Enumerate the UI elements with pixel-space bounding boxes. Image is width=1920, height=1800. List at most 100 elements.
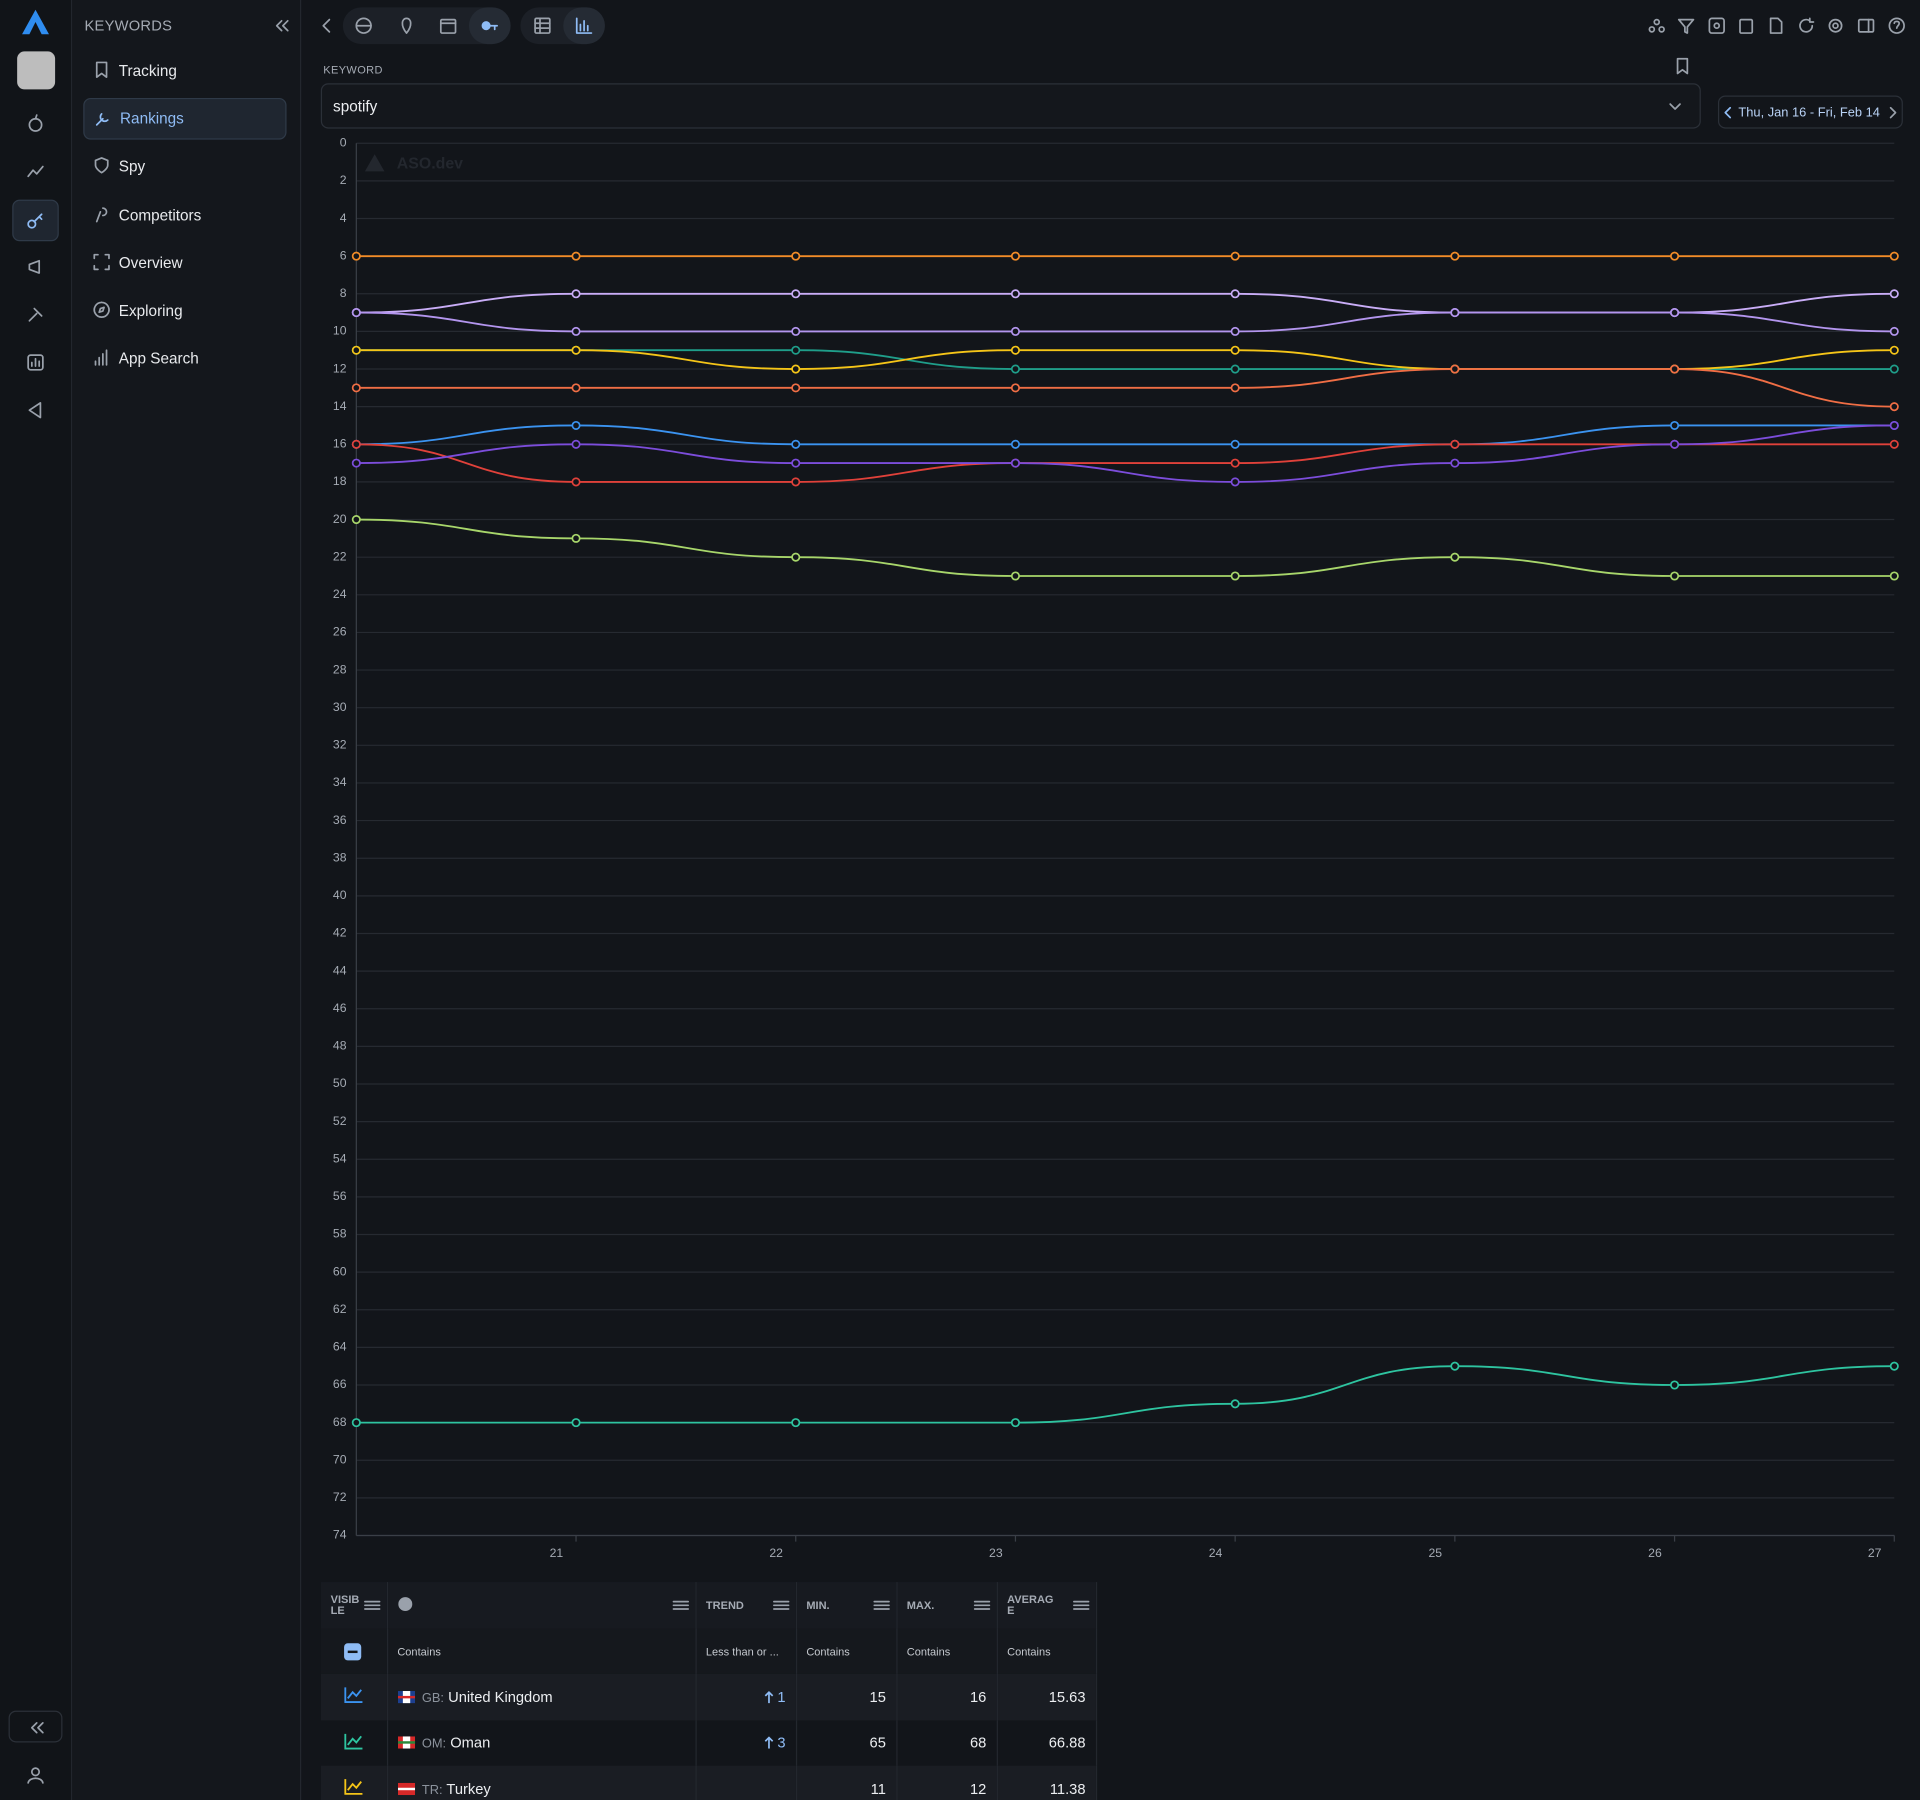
prev-icon[interactable] <box>1724 106 1731 118</box>
point[interactable] <box>351 458 361 468</box>
code-icon[interactable] <box>27 402 44 419</box>
point[interactable] <box>1010 439 1020 449</box>
column-menu[interactable] <box>872 1600 890 1610</box>
point[interactable] <box>1889 251 1899 261</box>
filter-cell[interactable]: Contains <box>996 1628 1097 1674</box>
visible-toggle[interactable] <box>344 1687 363 1704</box>
point[interactable] <box>571 420 581 431</box>
point[interactable] <box>1010 289 1020 299</box>
screenshot-icon[interactable] <box>1708 17 1725 34</box>
globe-icon[interactable] <box>355 17 372 34</box>
visible-toggle[interactable] <box>344 1779 363 1796</box>
point[interactable] <box>791 289 801 299</box>
point[interactable] <box>791 326 801 336</box>
nav-item[interactable]: Rankings <box>83 98 287 140</box>
point[interactable] <box>791 345 801 355</box>
column-menu[interactable] <box>772 1600 789 1610</box>
point[interactable] <box>351 345 361 355</box>
panel-icon[interactable] <box>1857 17 1875 34</box>
location-icon[interactable] <box>398 17 415 34</box>
filter-cell[interactable]: Contains <box>386 1628 697 1674</box>
calendar-icon[interactable] <box>439 17 457 34</box>
point[interactable] <box>1230 345 1240 355</box>
point[interactable] <box>1010 383 1020 393</box>
report-icon[interactable] <box>27 354 44 371</box>
point[interactable] <box>1010 364 1020 374</box>
apple-icon[interactable] <box>27 114 44 132</box>
point[interactable] <box>1670 364 1680 374</box>
point[interactable] <box>1670 439 1680 449</box>
app-avatar[interactable] <box>17 51 56 90</box>
point[interactable] <box>351 515 361 525</box>
filter-cell[interactable]: Contains <box>896 1628 998 1674</box>
point[interactable] <box>791 383 801 393</box>
help-icon[interactable] <box>1888 17 1905 34</box>
point[interactable] <box>1230 326 1240 336</box>
point[interactable] <box>571 251 581 261</box>
point[interactable] <box>1889 1361 1899 1371</box>
point[interactable] <box>571 533 581 543</box>
group-icon[interactable] <box>1648 17 1665 34</box>
point[interactable] <box>1670 1380 1680 1390</box>
select-all-checkbox[interactable] <box>344 1642 362 1660</box>
point[interactable] <box>791 251 801 261</box>
point[interactable] <box>1889 571 1899 581</box>
point[interactable] <box>791 439 801 449</box>
point[interactable] <box>571 326 581 336</box>
collapse-button[interactable] <box>8 1710 63 1743</box>
point[interactable] <box>1230 571 1240 581</box>
point[interactable] <box>1230 289 1240 299</box>
point[interactable] <box>1889 439 1899 449</box>
point[interactable] <box>1010 458 1020 468</box>
point[interactable] <box>571 289 581 299</box>
point[interactable] <box>1230 477 1240 487</box>
point[interactable] <box>1889 402 1899 412</box>
filter-cell[interactable]: Contains <box>795 1628 897 1674</box>
point[interactable] <box>571 477 581 487</box>
filter-cell[interactable]: Less than or ... <box>695 1628 797 1674</box>
point[interactable] <box>1230 251 1240 261</box>
point[interactable] <box>1670 571 1680 581</box>
point[interactable] <box>791 477 801 487</box>
date-range-button[interactable]: Thu, Jan 16 - Fri, Feb 14 <box>1717 95 1903 129</box>
point[interactable] <box>1450 251 1460 261</box>
point[interactable] <box>1670 308 1680 318</box>
nav-item[interactable]: Exploring <box>83 290 286 332</box>
point[interactable] <box>1450 364 1460 374</box>
table-view-icon[interactable] <box>534 17 551 34</box>
point[interactable] <box>1670 420 1680 431</box>
point[interactable] <box>571 439 581 449</box>
keyword-select[interactable]: spotify <box>320 83 1701 129</box>
collapse-nav-icon[interactable] <box>274 18 289 33</box>
back-icon[interactable] <box>321 18 333 33</box>
point[interactable] <box>351 383 361 393</box>
point[interactable] <box>1450 1361 1460 1371</box>
point[interactable] <box>351 1418 361 1428</box>
point[interactable] <box>1010 571 1020 581</box>
point[interactable] <box>1230 458 1240 468</box>
point[interactable] <box>1230 383 1240 393</box>
logo[interactable] <box>21 9 50 36</box>
point[interactable] <box>351 439 361 449</box>
nav-item[interactable]: Tracking <box>83 50 286 92</box>
point[interactable] <box>1010 326 1020 336</box>
column-menu[interactable] <box>1072 1600 1089 1610</box>
point[interactable] <box>1889 326 1899 336</box>
nav-item[interactable]: Competitors <box>83 194 286 236</box>
point[interactable] <box>1670 251 1680 261</box>
key-icon[interactable] <box>27 212 44 229</box>
next-icon[interactable] <box>1890 106 1897 118</box>
clipboard-icon[interactable] <box>1738 17 1755 34</box>
column-menu[interactable] <box>363 1600 380 1610</box>
point[interactable] <box>1230 439 1240 449</box>
point[interactable] <box>1889 289 1899 299</box>
point[interactable] <box>1450 552 1460 562</box>
trend-icon[interactable] <box>27 163 44 180</box>
nav-item[interactable]: Overview <box>83 242 286 284</box>
column-menu[interactable] <box>672 1600 689 1610</box>
point[interactable] <box>351 251 361 261</box>
point[interactable] <box>1450 308 1460 318</box>
point[interactable] <box>791 364 801 374</box>
point[interactable] <box>1889 364 1899 374</box>
settings-icon[interactable] <box>1827 17 1844 34</box>
